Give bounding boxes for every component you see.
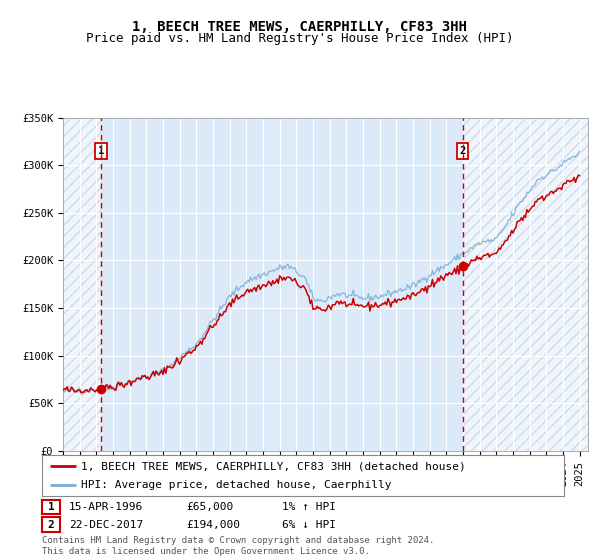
Text: 6% ↓ HPI: 6% ↓ HPI (282, 520, 336, 530)
Text: 1: 1 (98, 146, 104, 156)
Text: 1% ↑ HPI: 1% ↑ HPI (282, 502, 336, 512)
Text: 1, BEECH TREE MEWS, CAERPHILLY, CF83 3HH: 1, BEECH TREE MEWS, CAERPHILLY, CF83 3HH (133, 20, 467, 34)
Text: 1: 1 (47, 502, 55, 512)
Text: Price paid vs. HM Land Registry's House Price Index (HPI): Price paid vs. HM Land Registry's House … (86, 32, 514, 45)
Bar (63, 118, 101, 451)
Text: £194,000: £194,000 (186, 520, 240, 530)
Text: 1, BEECH TREE MEWS, CAERPHILLY, CF83 3HH (detached house): 1, BEECH TREE MEWS, CAERPHILLY, CF83 3HH… (81, 461, 466, 471)
Text: 15-APR-1996: 15-APR-1996 (69, 502, 143, 512)
Text: 2: 2 (460, 146, 466, 156)
Text: 22-DEC-2017: 22-DEC-2017 (69, 520, 143, 530)
Text: 2: 2 (47, 520, 55, 530)
Text: HPI: Average price, detached house, Caerphilly: HPI: Average price, detached house, Caer… (81, 480, 392, 489)
Bar (463, 118, 588, 451)
Text: £65,000: £65,000 (186, 502, 233, 512)
Text: Contains HM Land Registry data © Crown copyright and database right 2024.
This d: Contains HM Land Registry data © Crown c… (42, 536, 434, 556)
